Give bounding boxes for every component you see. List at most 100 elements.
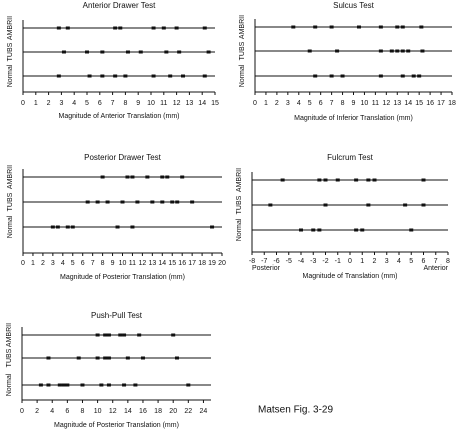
x-tick-label: 15 (415, 100, 423, 107)
point (307, 49, 312, 53)
point (323, 203, 328, 207)
point (406, 49, 411, 53)
x-tick-label: 12 (173, 100, 181, 107)
x-tick-label: 1 (264, 100, 268, 107)
point (323, 178, 328, 182)
point (421, 178, 426, 182)
point (206, 50, 211, 54)
x-tick-label: 0 (21, 100, 25, 107)
x-tick-label: 10 (361, 100, 369, 107)
point (174, 26, 179, 30)
x-axis-label: Magnitude of Inferior Translation (mm) (294, 115, 413, 122)
point (202, 74, 207, 78)
point (125, 175, 130, 179)
x-tick-label: 8 (81, 408, 85, 415)
x-tick-label: 0 (253, 100, 257, 107)
point (85, 50, 89, 54)
point (378, 49, 383, 53)
x-tick-label: 15 (211, 100, 219, 107)
x-tick-label: -6 (273, 258, 279, 265)
point (125, 50, 130, 54)
x-tick-label: 22 (184, 408, 192, 415)
row-label: Normal (7, 64, 14, 87)
point (85, 200, 90, 204)
panel-title: Anterior Drawer Test (83, 1, 157, 10)
point (378, 74, 383, 78)
x-tick-label: 12 (139, 260, 147, 267)
point (145, 175, 150, 179)
x-tick-label: 3 (59, 100, 63, 107)
point (125, 356, 130, 360)
point (100, 50, 105, 54)
x-axis-label: Magnitude of Anterior Translation (mm) (59, 113, 180, 120)
point (115, 225, 120, 229)
point (190, 200, 195, 204)
point (389, 49, 394, 53)
point (135, 200, 140, 204)
point (400, 74, 405, 78)
point (354, 228, 359, 232)
x-tick-label: 18 (198, 260, 206, 267)
point (106, 333, 111, 337)
point (103, 333, 108, 337)
point (95, 200, 100, 204)
x-tick-label: 16 (178, 260, 186, 267)
point (140, 356, 145, 360)
x-tick-label: 2 (373, 258, 377, 265)
x-tick-label: -2 (322, 258, 328, 265)
x-tick-label: -8 (249, 258, 255, 265)
point (335, 49, 340, 53)
point (118, 26, 123, 30)
point (122, 333, 127, 337)
point (366, 203, 371, 207)
point (395, 49, 400, 53)
point (421, 203, 426, 207)
x-tick-label: 9 (136, 100, 140, 107)
point (317, 178, 322, 182)
x-axis-label: Magnitude of Posterior Translation (mm) (60, 274, 185, 281)
panel-title: Fulcrum Test (327, 153, 373, 162)
point (55, 225, 60, 229)
x-tick-label: 20 (218, 260, 226, 267)
row-label: AMBRII (7, 165, 14, 189)
x-tick-label: 8 (341, 100, 345, 107)
x-tick-label: 5 (85, 100, 89, 107)
point (76, 356, 81, 360)
point (46, 383, 51, 387)
point (366, 178, 371, 182)
x-tick-label: 18 (154, 408, 162, 415)
point (100, 175, 105, 179)
x-tick-label: 3 (385, 258, 389, 265)
x-tick-label: 15 (168, 260, 176, 267)
x-tick-label: 10 (94, 408, 102, 415)
point (46, 356, 51, 360)
panel-title: Posterior Drawer Test (84, 153, 162, 162)
x-tick-label: -7 (261, 258, 267, 265)
x-tick-label: 2 (47, 100, 51, 107)
x-tick-label: 1 (360, 258, 364, 265)
point (120, 200, 125, 204)
point (403, 203, 408, 207)
point (417, 74, 422, 78)
x-tick-label: 6 (422, 258, 426, 265)
point (317, 228, 322, 232)
point (340, 74, 345, 78)
x-tick-label: 3 (51, 260, 55, 267)
point (171, 333, 176, 337)
point (335, 178, 340, 182)
x-tick-label: 4 (72, 100, 76, 107)
x-tick-label: 7 (111, 100, 115, 107)
point (161, 26, 166, 30)
row-label: TUBS (236, 195, 243, 214)
point (354, 178, 359, 182)
point (409, 228, 414, 232)
point (170, 200, 175, 204)
point (61, 50, 66, 54)
point (313, 74, 318, 78)
annotation: Anterior (423, 265, 448, 272)
point (87, 74, 92, 78)
x-tick-label: 9 (111, 260, 115, 267)
point (103, 356, 108, 360)
point (168, 74, 173, 78)
